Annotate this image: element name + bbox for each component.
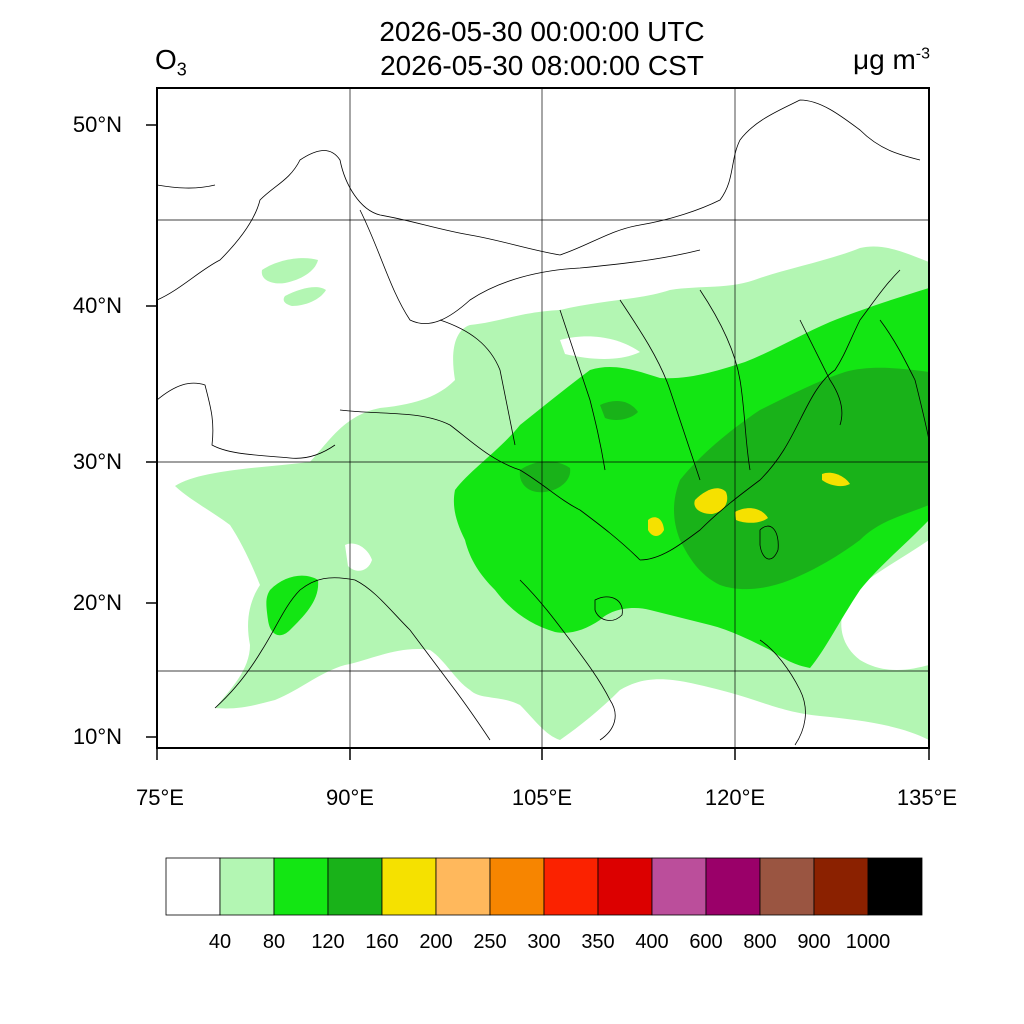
lat-label-10: 10°N (72, 724, 122, 749)
map-frame (156, 87, 930, 749)
boundary-mongolia (359, 209, 701, 324)
legend-tick-label: 1000 (845, 931, 891, 953)
legend-tick-label: 800 (743, 931, 777, 953)
boundary-provinces-d (699, 289, 751, 471)
legend-tick-label: 900 (797, 931, 831, 953)
country-boundaries (157, 99, 929, 746)
units-label: μg m-3 (852, 44, 930, 75)
legend-tick-label: 600 (689, 931, 723, 953)
legend-swatch (273, 857, 329, 916)
legend-swatch (165, 857, 221, 916)
variable-label: O3 (155, 44, 187, 80)
legend-swatch (867, 857, 923, 916)
legend-swatch (381, 857, 437, 916)
legend-tick-label: 160 (365, 931, 399, 953)
lat-label-20: 20°N (72, 590, 122, 615)
boundary-india-coast (214, 577, 356, 709)
contour-160-200-c (648, 517, 664, 536)
legend-swatch (489, 857, 545, 916)
legend-tick-label: 400 (635, 931, 669, 953)
legend-swatch (327, 857, 383, 916)
boundary-china-south (339, 409, 641, 561)
contour-hole-bay (345, 543, 372, 571)
boundary-provinces-a (439, 319, 516, 446)
legend-swatch (219, 857, 275, 916)
contour-120-c (600, 400, 638, 420)
boundary-korea (799, 319, 843, 426)
legend-tick-label: 300 (527, 931, 561, 953)
lon-label-105: 105°E (511, 785, 573, 810)
boundary-provinces-b (559, 309, 606, 471)
contour-patch-nw1 (261, 258, 318, 284)
title-local: 2026-05-30 08:00:00 CST (380, 50, 704, 81)
contour-hole-north (560, 336, 640, 359)
contour-patch-nw2 (283, 287, 326, 306)
contour-hole-ocean (841, 540, 929, 670)
legend-tick-label: 350 (581, 931, 615, 953)
contour-160-200-a (694, 488, 728, 514)
contour-120-sw (519, 461, 571, 493)
legend-colorbar (165, 857, 923, 916)
boundary-north (157, 99, 921, 301)
legend-tick-label: 200 (419, 931, 453, 953)
boundary-philippines (759, 639, 806, 746)
title-utc: 2026-05-30 00:00:00 UTC (379, 16, 705, 47)
graticule (157, 88, 929, 748)
legend-swatch (597, 857, 653, 916)
legend-swatch (813, 857, 869, 916)
lat-label-40: 40°N (72, 293, 122, 318)
boundary-myanmar (354, 579, 491, 741)
legend-tick-label: 250 (473, 931, 507, 953)
legend-swatch (543, 857, 599, 916)
lon-label-75: 75°E (136, 785, 184, 810)
legend-swatch (759, 857, 815, 916)
legend-swatch (435, 857, 491, 916)
boundary-coast (639, 269, 901, 561)
contour-160-200-b (735, 508, 768, 523)
legend-swatch (705, 857, 761, 916)
legend-tick-label: 80 (262, 931, 286, 953)
map-plot-area (157, 88, 929, 748)
lon-label-135: 135°E (896, 785, 958, 810)
lon-label-90: 90°E (326, 785, 374, 810)
boundary-japan (879, 319, 929, 441)
boundary-vietnam (519, 579, 616, 741)
lat-label-50: 50°N (72, 112, 122, 137)
boundary-china-west (157, 382, 336, 459)
axis-ticks (146, 124, 930, 760)
contour-120-160 (674, 367, 929, 590)
contour-160-200-d (822, 472, 850, 487)
lon-label-120: 120°E (704, 785, 766, 810)
lat-label-30: 30°N (72, 449, 122, 474)
legend-tick-label: 40 (208, 931, 232, 953)
legend-tick-label: 120 (311, 931, 345, 953)
boundary-kazakh (157, 184, 216, 189)
boundary-hainan (594, 596, 623, 621)
boundary-taiwan (759, 525, 779, 560)
legend-swatch (651, 857, 707, 916)
boundary-provinces-c (619, 299, 701, 481)
